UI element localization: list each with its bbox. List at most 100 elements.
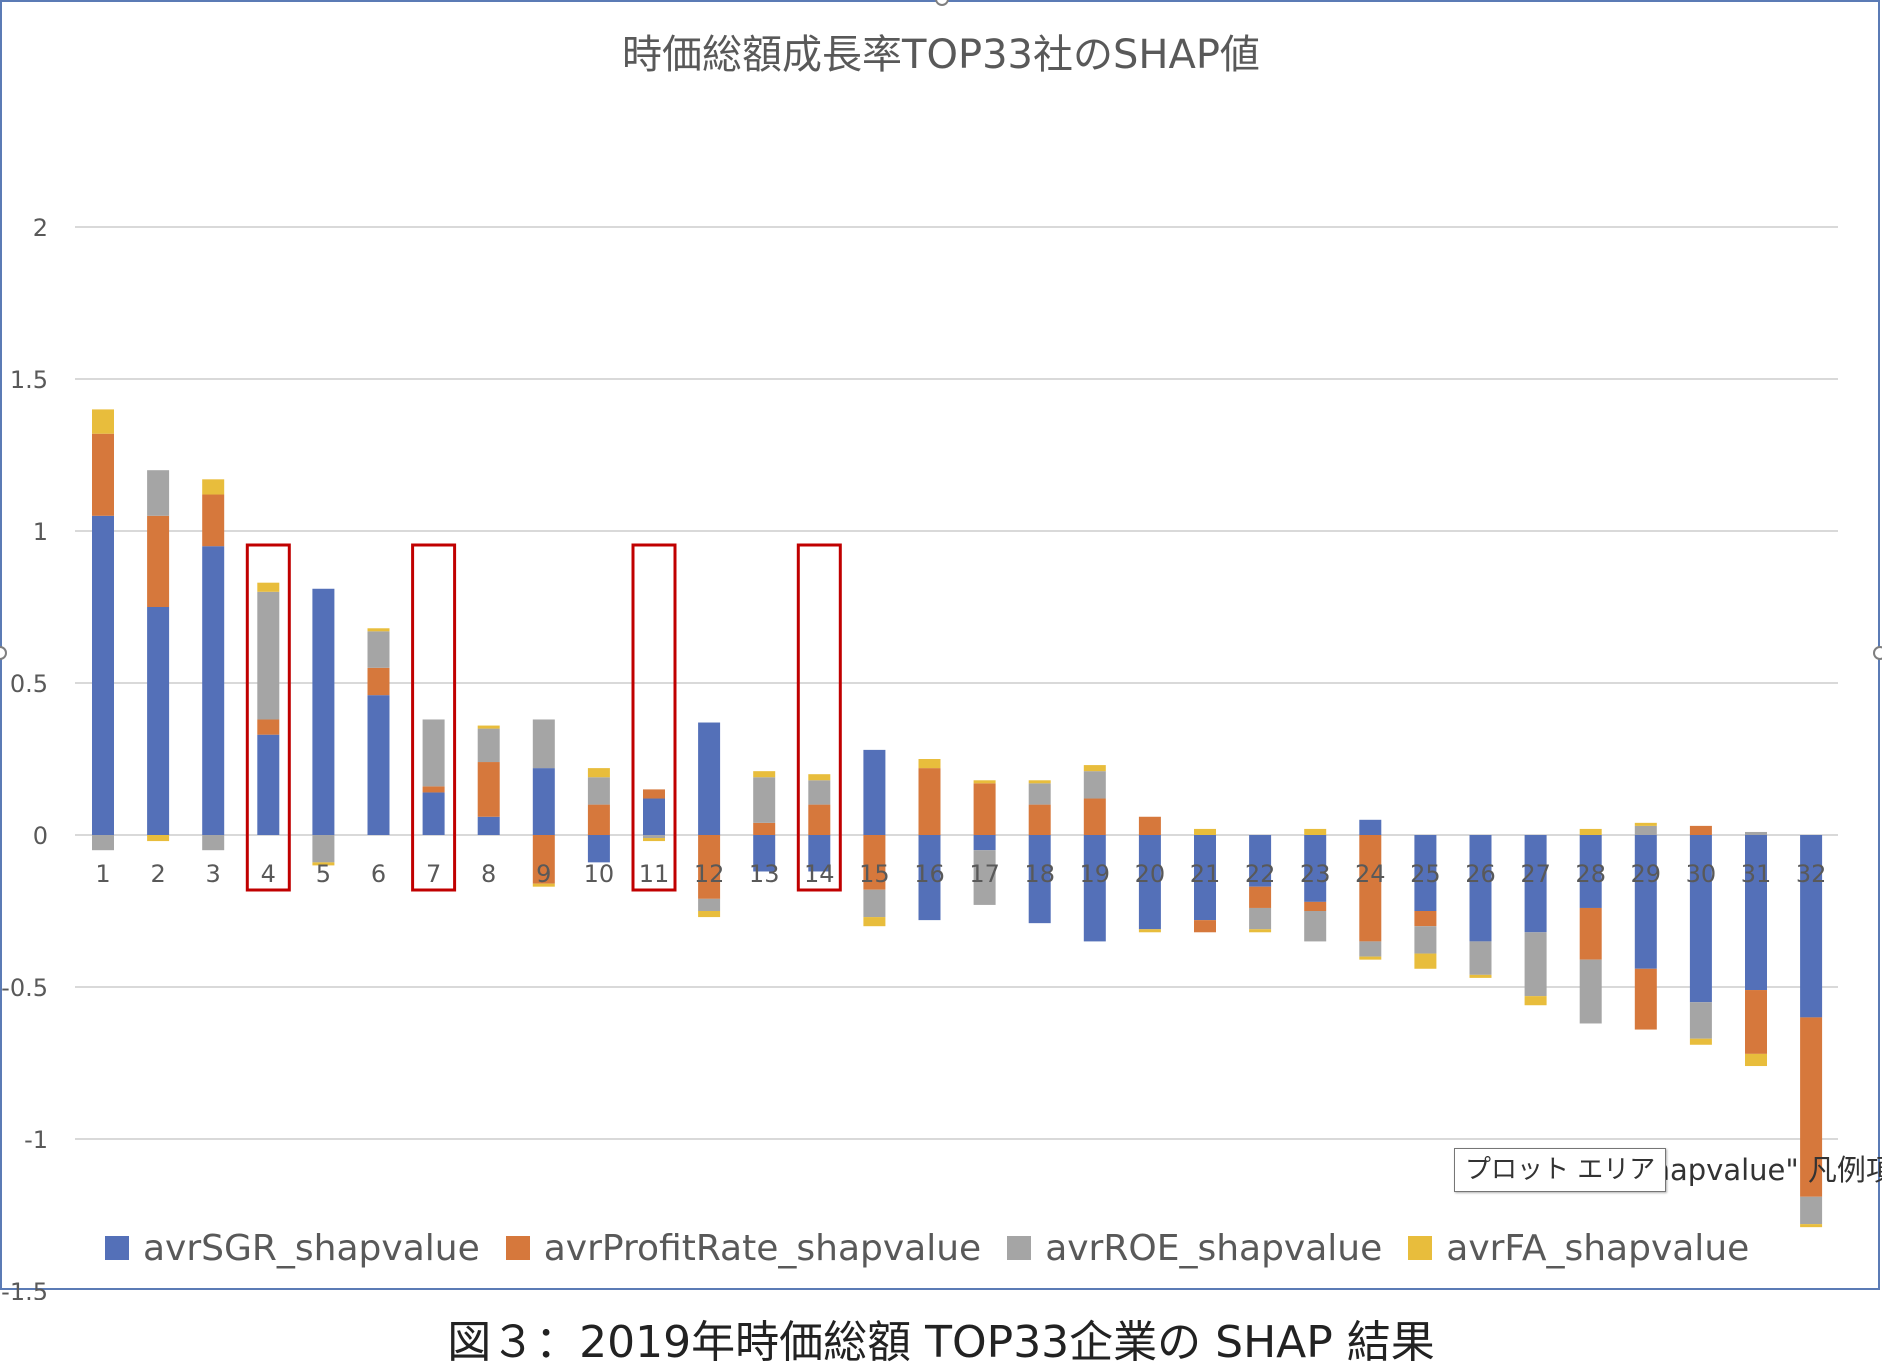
bar-segment[interactable] — [532, 768, 555, 835]
bar-segment[interactable] — [1634, 825, 1657, 835]
bar-segment[interactable] — [587, 835, 610, 863]
bar-segment[interactable] — [1745, 990, 1767, 1054]
bar-segment[interactable] — [1524, 996, 1547, 1006]
bar-segment[interactable] — [1359, 941, 1382, 957]
bar-segment[interactable] — [1194, 835, 1216, 921]
bar-segment[interactable] — [1304, 835, 1327, 902]
bar-segment[interactable] — [422, 786, 445, 793]
bar-segment[interactable] — [1359, 835, 1382, 942]
bar-segment[interactable] — [918, 835, 941, 921]
bar-segment[interactable] — [92, 835, 114, 851]
bar-segment[interactable] — [698, 722, 721, 835]
bar-segment[interactable] — [147, 470, 170, 516]
bar-segment[interactable] — [753, 777, 776, 823]
bar-segment[interactable] — [1249, 886, 1272, 908]
bar-segment[interactable] — [257, 734, 280, 835]
bar-segment[interactable] — [1414, 926, 1437, 954]
bar-segment[interactable] — [1745, 835, 1767, 991]
bar-segment[interactable] — [863, 917, 886, 927]
bar-segment[interactable] — [918, 768, 941, 835]
bar-segment[interactable] — [643, 798, 665, 835]
bar-segment[interactable] — [1083, 771, 1106, 799]
bar-segment[interactable] — [753, 822, 776, 835]
bar-segment[interactable] — [1579, 835, 1602, 908]
bar-segment[interactable] — [1304, 911, 1327, 942]
bar-segment[interactable] — [587, 777, 610, 805]
bar-segment[interactable] — [1689, 1038, 1712, 1045]
bar-segment[interactable] — [643, 838, 665, 842]
bar-segment[interactable] — [1083, 765, 1106, 772]
bar-segment[interactable] — [1083, 798, 1106, 835]
bar-segment[interactable] — [808, 804, 831, 835]
bar-segment[interactable] — [1745, 831, 1767, 835]
bar-segment[interactable] — [1689, 1002, 1712, 1039]
bar-segment[interactable] — [1028, 780, 1051, 784]
bar-segment[interactable] — [1359, 956, 1382, 960]
bar-segment[interactable] — [1028, 783, 1051, 805]
bar-segment[interactable] — [422, 719, 445, 787]
bar-segment[interactable] — [1745, 1053, 1767, 1067]
bar-segment[interactable] — [202, 494, 225, 547]
bar-segment[interactable] — [477, 728, 500, 763]
bar-segment[interactable] — [92, 433, 114, 516]
bar-segment[interactable] — [367, 667, 390, 696]
bar-segment[interactable] — [1138, 816, 1161, 835]
bar-segment[interactable] — [1689, 835, 1712, 1003]
selection-handle-right[interactable] — [1873, 646, 1882, 660]
bar-segment[interactable] — [643, 789, 665, 799]
bar-segment[interactable] — [753, 771, 776, 778]
bar-segment[interactable] — [367, 628, 390, 632]
bar-segment[interactable] — [643, 835, 665, 839]
legend-item-roe[interactable]: avrROE_shapvalue — [1007, 1228, 1382, 1269]
bar-segment[interactable] — [147, 835, 170, 842]
bar-segment[interactable] — [1689, 825, 1712, 835]
bar-segment[interactable] — [918, 759, 941, 769]
bar-segment[interactable] — [1800, 1017, 1823, 1197]
bar-segment[interactable] — [1414, 835, 1437, 911]
bar-segment[interactable] — [1249, 929, 1272, 933]
bar-segment[interactable] — [477, 816, 500, 835]
bar-segment[interactable] — [92, 409, 114, 434]
bar-segment[interactable] — [1304, 901, 1327, 911]
bar-segment[interactable] — [312, 588, 335, 835]
bar-segment[interactable] — [202, 835, 225, 851]
bar-segment[interactable] — [1194, 920, 1216, 933]
bar-segment[interactable] — [808, 774, 831, 781]
bar-segment[interactable] — [973, 783, 996, 835]
bar-segment[interactable] — [1249, 835, 1272, 887]
bar-segment[interactable] — [257, 582, 280, 592]
bar-segment[interactable] — [477, 762, 500, 817]
bar-segment[interactable] — [532, 835, 555, 884]
bar-segment[interactable] — [1469, 941, 1492, 975]
bar-segment[interactable] — [1579, 959, 1602, 1024]
bar-segment[interactable] — [477, 725, 500, 729]
bar-segment[interactable] — [147, 515, 170, 607]
bar-segment[interactable] — [863, 889, 886, 918]
legend-item-fa[interactable]: avrFA_shapvalue — [1408, 1228, 1749, 1269]
bar-segment[interactable] — [1800, 835, 1823, 1018]
bar-segment[interactable] — [1028, 835, 1051, 924]
bar-segment[interactable] — [1800, 1196, 1823, 1225]
bar-segment[interactable] — [753, 835, 776, 872]
bar-segment[interactable] — [1469, 974, 1492, 978]
bar-segment[interactable] — [587, 804, 610, 835]
chart-legend[interactable]: avrSGR_shapvalue avrProfitRate_shapvalue… — [105, 1223, 1749, 1273]
bar-segment[interactable] — [1579, 828, 1602, 835]
bar-segment[interactable] — [1304, 828, 1327, 835]
bar-segment[interactable] — [312, 862, 335, 866]
bar-segment[interactable] — [1634, 835, 1657, 969]
bar-segment[interactable] — [257, 591, 280, 720]
bar-segment[interactable] — [257, 719, 280, 735]
bar-segment[interactable] — [1138, 929, 1161, 933]
bar-segment[interactable] — [202, 479, 225, 495]
bar-segment[interactable] — [147, 607, 170, 835]
bar-segment[interactable] — [808, 835, 831, 872]
bar-segment[interactable] — [698, 835, 721, 899]
bar-segment[interactable] — [1359, 819, 1382, 835]
bar-segment[interactable] — [973, 780, 996, 784]
bar-segment[interactable] — [202, 546, 225, 835]
legend-item-profitrate[interactable]: avrProfitRate_shapvalue — [505, 1228, 981, 1269]
bar-segment[interactable] — [698, 898, 721, 911]
bar-segment[interactable] — [1469, 835, 1492, 942]
legend-item-sgr[interactable]: avrSGR_shapvalue — [105, 1228, 480, 1269]
